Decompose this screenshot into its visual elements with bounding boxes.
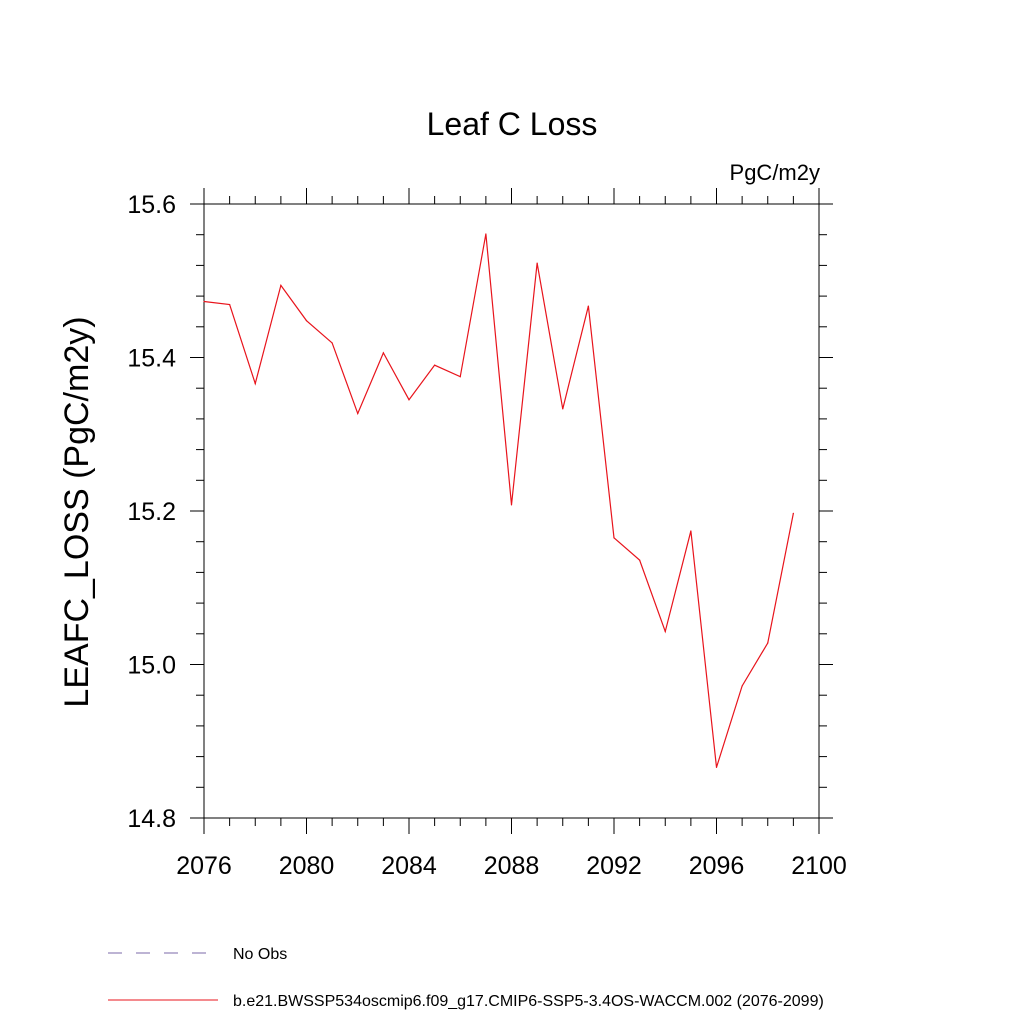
x-axis-ticks: 2076 2080 2084 2088 2092 2096 2100 (176, 188, 847, 880)
y-tick-label: 15.0 (127, 652, 176, 680)
y-tick-label: 15.6 (127, 191, 176, 219)
data-point (331, 342, 333, 344)
x-tick-label: 2100 (791, 852, 847, 880)
x-tick-label: 2076 (176, 852, 232, 880)
legend: No Obs b.e21.BWSSP534oscmip6.f09_g17.CMI… (108, 946, 824, 1010)
legend-label-no-obs: No Obs (233, 946, 287, 963)
x-tick-label: 2092 (586, 852, 642, 880)
chart-title: Leaf C Loss (427, 106, 598, 142)
data-point (767, 642, 769, 644)
x-tick-label: 2080 (279, 852, 335, 880)
data-point (408, 399, 410, 401)
data-point (690, 530, 692, 532)
data-point (280, 284, 282, 286)
data-point (305, 320, 308, 322)
data-point (536, 262, 538, 264)
data-point (357, 412, 359, 415)
y-tick-label: 14.8 (127, 805, 176, 833)
data-point (459, 376, 461, 378)
data-point (382, 352, 384, 354)
data-point (792, 512, 794, 514)
x-tick-label: 2084 (381, 852, 437, 880)
data-point (639, 559, 641, 561)
data-point (664, 630, 666, 633)
y-axis-label: LEAFC_LOSS (PgC/m2y) (58, 316, 96, 707)
series-line (203, 233, 794, 768)
data-point (587, 305, 589, 307)
data-point (485, 233, 487, 235)
y-axis-ticks: 14.8 15.0 15.2 15.4 15.6 (127, 191, 833, 833)
data-point (510, 504, 513, 506)
y-tick-label: 15.2 (127, 498, 176, 526)
data-point (229, 303, 231, 306)
series-layer (203, 233, 794, 768)
data-point (715, 766, 718, 768)
legend-label-model: b.e21.BWSSP534oscmip6.f09_g17.CMIP6-SSP5… (233, 993, 824, 1010)
data-point (613, 537, 615, 539)
data-point (434, 364, 436, 366)
y-tick-label: 15.4 (127, 345, 176, 373)
data-point (741, 685, 743, 687)
x-tick-label: 2096 (689, 852, 745, 880)
data-point (203, 300, 205, 303)
data-point (562, 408, 564, 410)
plot-frame (203, 203, 820, 819)
x-tick-label: 2088 (484, 852, 540, 880)
units-label: PgC/m2y (730, 160, 820, 185)
data-point (254, 382, 256, 385)
